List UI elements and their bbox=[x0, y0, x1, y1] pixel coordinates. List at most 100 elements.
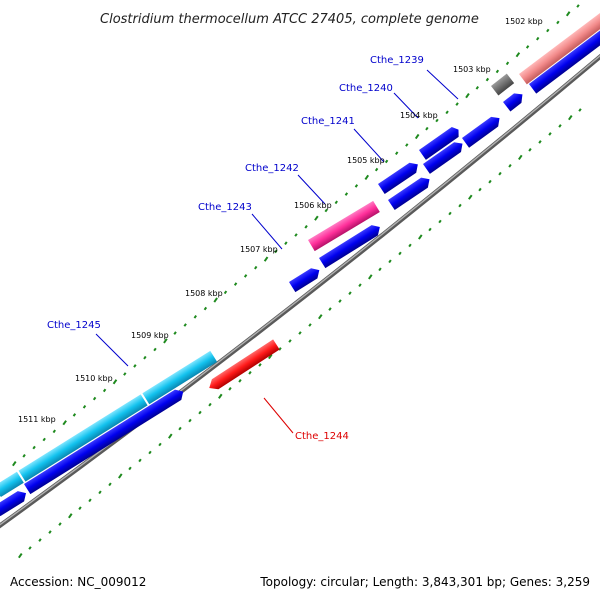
tick-dot bbox=[505, 61, 510, 66]
tick-dot bbox=[168, 433, 173, 439]
genome-backbone bbox=[0, 53, 600, 529]
kbp-label: 1503 kbp bbox=[453, 65, 491, 74]
kbp-label: 1509 kbp bbox=[131, 331, 169, 340]
tick-dot bbox=[546, 28, 550, 33]
tick-dot bbox=[364, 174, 370, 181]
tick-dot bbox=[254, 265, 258, 270]
tick-dot bbox=[578, 108, 582, 112]
tick-dot bbox=[344, 192, 349, 196]
tick-dot bbox=[238, 378, 242, 383]
tick-dot bbox=[294, 233, 298, 237]
tick-dot bbox=[565, 11, 571, 17]
tick-dot bbox=[188, 418, 192, 423]
kbp-label: 1507 kbp bbox=[240, 245, 278, 254]
tick-dot bbox=[42, 437, 46, 442]
tick-dot bbox=[558, 124, 562, 128]
cds-arrow bbox=[388, 177, 430, 210]
feature-cthe-1245 bbox=[0, 350, 218, 498]
kbp-label: 1506 kbp bbox=[294, 201, 332, 210]
cds-arrow bbox=[24, 389, 184, 495]
tick-dot bbox=[538, 140, 542, 144]
cds-arrow bbox=[319, 225, 380, 269]
tick-dot bbox=[568, 114, 573, 121]
tick-dot bbox=[58, 522, 62, 526]
tick-dot bbox=[28, 546, 32, 550]
gene-feature-bar bbox=[18, 394, 148, 482]
tick-dot bbox=[32, 445, 36, 450]
kbp-label: 1510 kbp bbox=[75, 374, 113, 383]
cds-arrow bbox=[503, 93, 523, 112]
tick-dot bbox=[183, 323, 187, 327]
tick-dot bbox=[178, 426, 182, 431]
tick-dot bbox=[334, 200, 338, 205]
tick-dot bbox=[388, 259, 392, 264]
tick-dot bbox=[518, 154, 523, 161]
tick-dot bbox=[358, 283, 362, 288]
tick-dot bbox=[78, 506, 82, 511]
tick-dot bbox=[128, 466, 132, 471]
tick-dot bbox=[12, 460, 17, 467]
tick-dot bbox=[475, 85, 479, 90]
kbp-label: 1504 kbp bbox=[400, 111, 438, 120]
tick-dot bbox=[378, 267, 382, 272]
scale-labels: 1502 kbp 1503 kbp 1504 kbp 1505 kbp 1506… bbox=[18, 17, 543, 424]
feature-cthe-1244 bbox=[209, 339, 280, 390]
gene-label-cthe-1245[interactable]: Cthe_1245 bbox=[47, 320, 101, 331]
tick-dot bbox=[208, 402, 212, 407]
cds-arrow bbox=[423, 142, 463, 174]
tick-dot bbox=[304, 224, 308, 229]
tick-dot bbox=[498, 171, 502, 176]
gene-label-cthe-1242[interactable]: Cthe_1242 bbox=[245, 163, 299, 174]
tick-dot bbox=[528, 147, 532, 152]
tick-dot bbox=[258, 363, 262, 367]
tick-dot bbox=[384, 159, 389, 164]
accession-text: Accession: NC_009012 bbox=[10, 575, 146, 589]
tick-dot bbox=[98, 490, 102, 495]
tick-dot bbox=[112, 379, 118, 385]
cds-arrow bbox=[529, 23, 600, 94]
position-tick-marks bbox=[12, 4, 582, 559]
tick-dot bbox=[525, 45, 530, 49]
tick-dot bbox=[248, 370, 252, 375]
tick-dot bbox=[435, 118, 439, 123]
tick-dot bbox=[218, 393, 223, 399]
tick-dot bbox=[88, 498, 92, 503]
gene-label-cthe-1243[interactable]: Cthe_1243 bbox=[198, 202, 252, 213]
gene-feature-bar bbox=[308, 200, 380, 252]
tick-dot bbox=[368, 274, 373, 280]
tick-dot bbox=[398, 251, 402, 256]
tick-dot bbox=[536, 36, 540, 41]
tick-dot bbox=[198, 410, 202, 415]
tick-dot bbox=[48, 530, 52, 534]
tick-dot bbox=[284, 241, 288, 246]
cds-arrow bbox=[0, 491, 27, 517]
tick-dot bbox=[448, 211, 452, 216]
feature-top-right-partial bbox=[519, 7, 600, 85]
gene-label-cthe-1240[interactable]: Cthe_1240 bbox=[339, 83, 393, 94]
gene-feature-bar bbox=[0, 471, 24, 498]
tick-dot bbox=[173, 331, 177, 335]
gene-label-cthe-1239[interactable]: Cthe_1239 bbox=[370, 55, 424, 66]
tick-dot bbox=[108, 482, 112, 487]
tick-dot bbox=[298, 331, 302, 335]
tick-dot bbox=[92, 396, 97, 401]
tick-dot bbox=[22, 453, 26, 458]
gene-feature-bar bbox=[142, 350, 218, 405]
tick-dot bbox=[348, 291, 352, 296]
tick-dot bbox=[133, 364, 137, 368]
gene-labels: Cthe_1239 Cthe_1240 Cthe_1241 Cthe_1242 … bbox=[47, 55, 424, 442]
tick-dot bbox=[278, 347, 282, 351]
tick-dot bbox=[374, 167, 379, 172]
gene-label-cthe-1244[interactable]: Cthe_1244 bbox=[295, 431, 349, 442]
tick-dot bbox=[495, 69, 500, 74]
kbp-label: 1505 kbp bbox=[347, 156, 385, 165]
tick-dot bbox=[438, 219, 442, 224]
gene-feature-arrow bbox=[209, 339, 280, 390]
gene-feature-bar bbox=[519, 7, 600, 85]
tick-dot bbox=[193, 314, 197, 319]
tick-dot bbox=[288, 339, 292, 343]
tick-dot bbox=[418, 234, 423, 240]
gene-label-cthe-1241[interactable]: Cthe_1241 bbox=[301, 116, 355, 127]
tick-dot bbox=[233, 282, 238, 286]
kbp-label: 1502 kbp bbox=[505, 17, 543, 26]
